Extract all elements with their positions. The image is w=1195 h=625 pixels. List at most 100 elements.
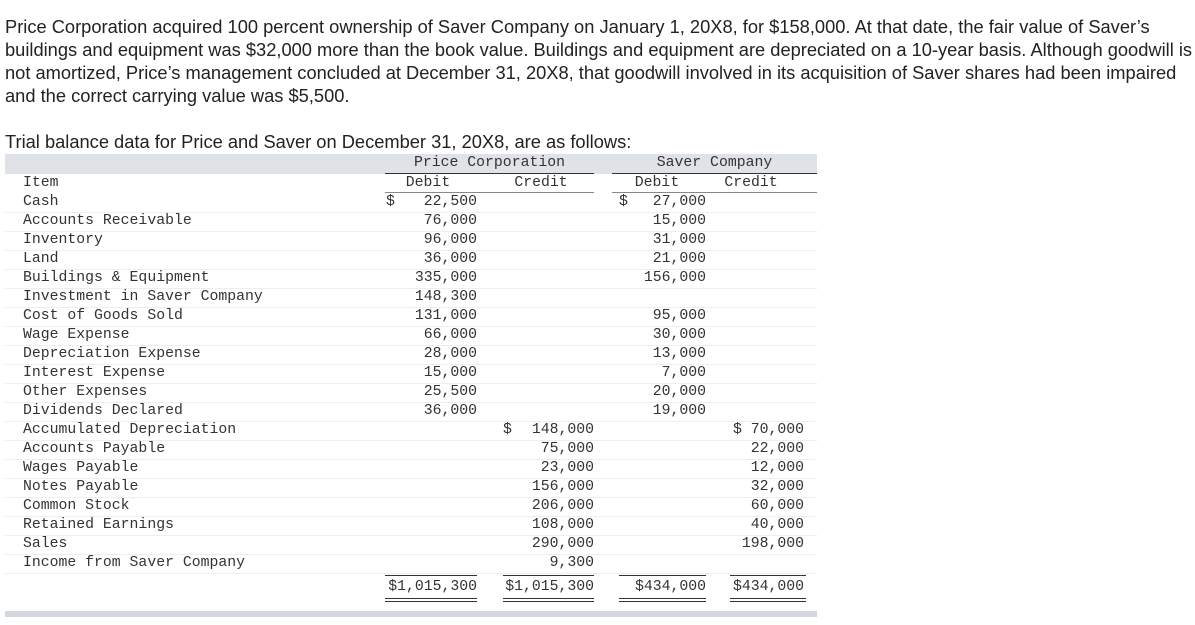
row-separator [5,383,817,384]
total-double-rule [619,598,706,602]
column-header: Item [23,175,59,191]
column-header: Credit [724,175,778,191]
amount: 95,000 [652,308,706,324]
row-separator [5,307,817,308]
footer-band [5,611,817,617]
group-rule [612,173,817,174]
amount: 12,000 [750,460,804,476]
amount: 148,000 [531,422,594,438]
row-label: Wage Expense [23,327,130,343]
row-label: Dividends Declared [23,403,183,419]
lead-in: Trial balance data for Price and Saver o… [5,131,632,152]
row-separator [5,269,817,270]
total-amount: $434,000 [732,579,804,595]
amount: 290,000 [531,536,594,552]
amount: 131,000 [414,308,477,324]
row-label: Cost of Goods Sold [23,308,183,324]
currency-sign: $ [503,422,512,438]
row-separator [5,250,817,251]
amount: 15,000 [652,213,706,229]
row-separator [5,573,817,574]
currency-sign: $ [386,194,395,210]
amount: 76,000 [423,213,477,229]
amount: 96,000 [423,232,477,248]
row-separator [5,497,817,498]
total-amount: $1,015,300 [505,579,594,595]
total-double-rule [503,598,594,602]
amount: 21,000 [652,251,706,267]
total-amount: $434,000 [634,579,706,595]
row-label: Other Expenses [23,384,148,400]
amount: 30,000 [652,327,706,343]
amount: 156,000 [531,479,594,495]
amount: 198,000 [741,536,804,552]
row-separator [5,440,817,441]
group-header: Saver Company [656,155,773,171]
amount: 32,000 [750,479,804,495]
amount: 36,000 [423,403,477,419]
amount: 27,000 [652,194,706,210]
total-double-rule [730,598,806,602]
amount: 22,500 [423,194,477,210]
row-separator [5,364,817,365]
amount: 28,000 [423,346,477,362]
group-rule [385,173,594,174]
row-label: Cash [23,194,59,210]
total-double-rule [385,598,477,602]
row-label: Income from Saver Company [23,555,245,571]
row-label: Sales [23,536,68,552]
amount: 15,000 [423,365,477,381]
row-separator [5,212,817,213]
row-label: Interest Expense [23,365,166,381]
row-separator [5,459,817,460]
amount: 206,000 [531,498,594,514]
row-separator [5,554,817,555]
amount: 156,000 [643,270,706,286]
row-label: Notes Payable [23,479,139,495]
row-separator [5,478,817,479]
row-separator [5,345,817,346]
amount: 66,000 [423,327,477,343]
amount: 19,000 [652,403,706,419]
amount: 335,000 [414,270,477,286]
column-header: Debit [634,175,680,191]
amount: 40,000 [750,517,804,533]
amount: 20,000 [652,384,706,400]
row-label: Land [23,251,59,267]
amount: 60,000 [750,498,804,514]
amount: 7,000 [661,365,706,381]
row-label: Inventory [23,232,103,248]
total-amount: $1,015,300 [388,579,477,595]
amount: 25,500 [423,384,477,400]
group-header: Price Corporation [414,155,565,171]
row-separator [5,288,817,289]
row-label: Depreciation Expense [23,346,201,362]
subtotal-rule [385,575,477,576]
amount: 9,300 [549,555,594,571]
row-label: Accounts Receivable [23,213,192,229]
row-label: Wages Payable [23,460,139,476]
amount: 23,000 [540,460,594,476]
row-separator [5,421,817,422]
amount: $ 70,000 [732,422,804,438]
row-label: Buildings & Equipment [23,270,210,286]
intro-paragraph: Price Corporation acquired 100 percent o… [5,16,1193,106]
amount: 13,000 [652,346,706,362]
subtotal-rule [619,575,706,576]
subtotal-rule [503,575,594,576]
currency-sign: $ [619,194,628,210]
row-label: Retained Earnings [23,517,174,533]
column-rule [612,192,817,193]
row-separator [5,535,817,536]
amount: 108,000 [531,517,594,533]
row-separator [5,402,817,403]
row-label: Investment in Saver Company [23,289,263,305]
column-rule [385,192,594,193]
column-header: Credit [514,175,568,191]
row-label: Accumulated Depreciation [23,422,237,438]
row-separator [5,231,817,232]
row-separator [5,516,817,517]
subtotal-rule [730,575,806,576]
header-band [5,154,817,174]
amount: 36,000 [423,251,477,267]
